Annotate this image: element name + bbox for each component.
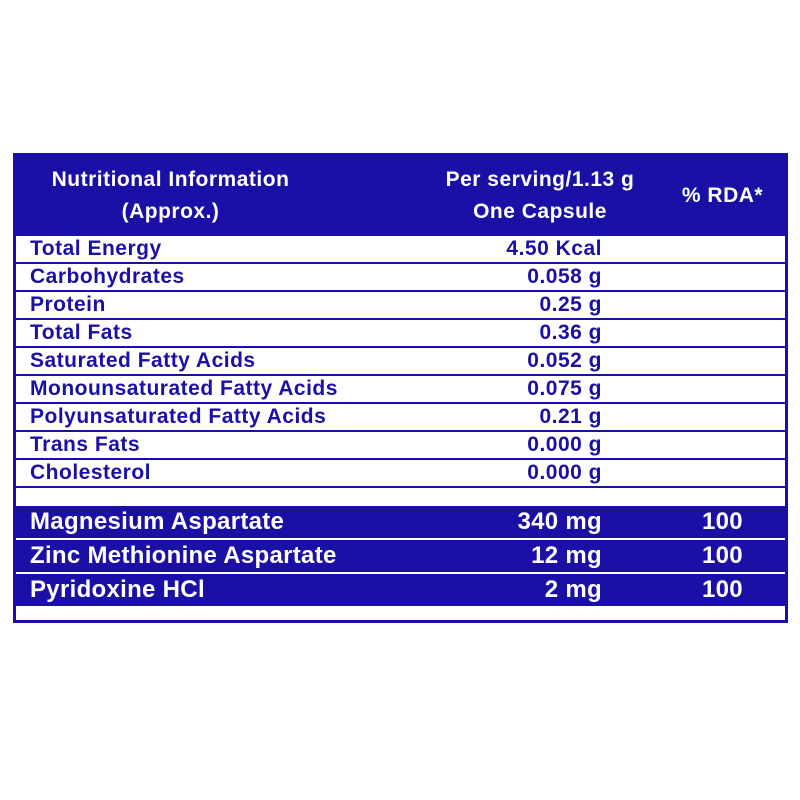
table-row-cholesterol: Cholesterol 0.000 g: [16, 460, 785, 488]
nutrient-label: Polyunsaturated Fatty Acids: [30, 405, 327, 428]
table-row-total-energy: Total Energy 4.50 Kcal: [16, 236, 785, 264]
mineral-value: 2 mg: [544, 576, 602, 603]
mineral-label: Zinc Methionine Aspartate: [30, 542, 337, 569]
nutrient-value: 0.25 g: [539, 293, 602, 316]
mineral-label: Pyridoxine HCl: [30, 576, 205, 603]
header-nutritional-information: Nutritional Information (Approx.): [16, 164, 420, 228]
table-row-pyridoxine-hcl: Pyridoxine HCl 2 mg 100: [16, 572, 785, 606]
nutrient-value: 0.36 g: [539, 321, 602, 344]
table-row-monounsaturated-fatty-acids: Monounsaturated Fatty Acids 0.075 g: [16, 376, 785, 404]
header-per-serving: Per serving/1.13 g One Capsule: [420, 164, 660, 228]
nutrient-value: 0.058 g: [527, 265, 602, 288]
table-row-protein: Protein 0.25 g: [16, 292, 785, 320]
table-row-carbohydrates: Carbohydrates 0.058 g: [16, 264, 785, 292]
nutrient-label: Saturated Fatty Acids: [30, 349, 256, 372]
nutrient-label: Monounsaturated Fatty Acids: [30, 377, 338, 400]
header-title-line2: (Approx.): [121, 200, 220, 223]
nutrient-label: Cholesterol: [30, 461, 152, 484]
mineral-rda: 100: [702, 508, 743, 535]
nutrient-label: Protein: [30, 293, 106, 316]
header-rda: % RDA*: [681, 184, 764, 207]
mineral-rda: 100: [702, 542, 743, 569]
table-row-total-fats: Total Fats 0.36 g: [16, 320, 785, 348]
nutrient-label: Total Energy: [30, 237, 162, 260]
table-row-saturated-fatty-acids: Saturated Fatty Acids 0.052 g: [16, 348, 785, 376]
nutrient-value: 0.000 g: [527, 461, 602, 484]
table-row-trans-fats: Trans Fats 0.000 g: [16, 432, 785, 460]
mineral-value: 12 mg: [531, 542, 602, 569]
nutrient-value: 4.50 Kcal: [506, 237, 602, 260]
nutrient-value: 0.052 g: [527, 349, 602, 372]
nutrient-label: Trans Fats: [30, 433, 141, 456]
table-row-magnesium-aspartate: Magnesium Aspartate 340 mg 100: [16, 506, 785, 538]
nutrient-value: 0.075 g: [527, 377, 602, 400]
bottom-strip: [16, 606, 785, 620]
table-row-polyunsaturated-fatty-acids: Polyunsaturated Fatty Acids 0.21 g: [16, 404, 785, 432]
nutrient-label: Carbohydrates: [30, 265, 185, 288]
mineral-rda: 100: [702, 576, 743, 603]
table-header-row: Nutritional Information (Approx.) Per se…: [16, 156, 785, 236]
mineral-value: 340 mg: [517, 508, 602, 535]
nutrient-value: 0.000 g: [527, 433, 602, 456]
header-title-line1: Nutritional Information: [51, 168, 290, 191]
nutrition-table: Nutritional Information (Approx.) Per se…: [13, 153, 788, 623]
table-row-zinc-methionine-aspartate: Zinc Methionine Aspartate 12 mg 100: [16, 538, 785, 572]
mineral-label: Magnesium Aspartate: [30, 508, 285, 535]
header-serving-line1: Per serving/1.13 g: [445, 168, 635, 191]
header-serving-line2: One Capsule: [473, 200, 607, 223]
nutrient-value: 0.21 g: [539, 405, 602, 428]
section-spacer: [16, 488, 785, 506]
nutrient-label: Total Fats: [30, 321, 133, 344]
